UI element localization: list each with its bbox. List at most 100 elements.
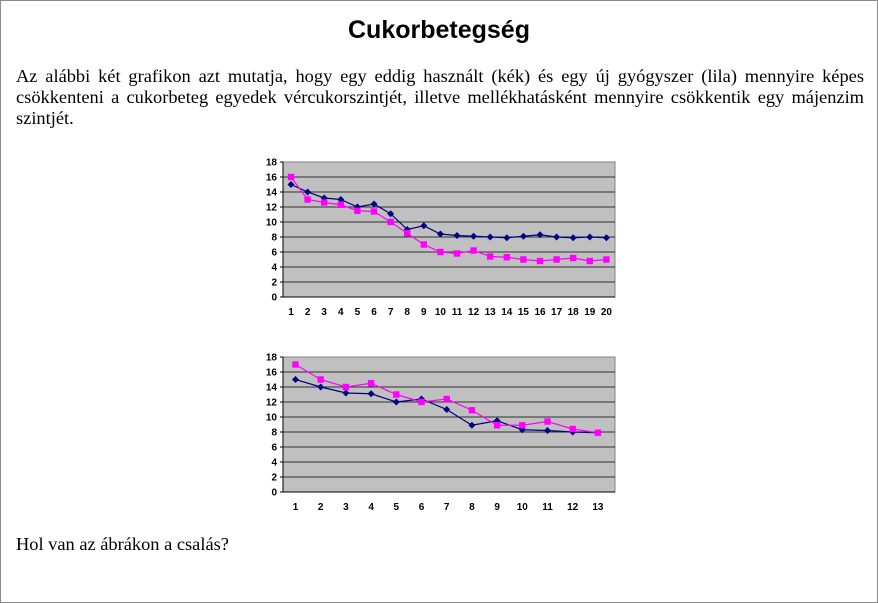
series-2-point [404,230,411,237]
y-tick-label: 14 [266,383,278,394]
series-2-point [569,425,576,433]
series-1-point [370,200,378,208]
y-tick-label: 14 [266,188,278,199]
x-tick-label: 9 [494,502,500,513]
series-2-point [468,407,476,414]
series-1-point [453,232,461,239]
x-tick-label: 7 [444,502,450,513]
x-tick-label: 17 [551,307,563,318]
series-1-point [519,232,527,240]
series-2-point [437,248,444,256]
series-1-point [292,376,299,383]
x-tick-label: 5 [394,502,400,513]
x-tick-label: 12 [567,502,579,513]
y-tick-label: 16 [266,173,278,184]
series-2-point [443,395,450,403]
series-2-point [420,241,427,248]
series-1-point [342,389,350,397]
y-tick-label: 12 [266,203,278,214]
y-tick-label: 8 [271,233,277,244]
series-2-point [570,254,577,262]
series-2-point [487,253,494,260]
x-tick-label: 5 [355,307,361,318]
y-tick-label: 2 [271,473,277,484]
series-1-point [553,233,561,241]
series-1-point [586,233,594,241]
x-tick-label: 10 [517,502,529,513]
y-tick-label: 18 [266,353,278,364]
x-tick-label: 11 [452,307,463,318]
y-tick-label: 10 [266,413,278,424]
series-2-point [367,380,375,387]
x-tick-label: 9 [421,307,427,318]
series-1-point [287,181,295,188]
series-2-point [603,256,610,263]
series-2-point [292,361,299,368]
plot-area [282,356,616,493]
series-1-point [468,421,476,429]
x-tick-label: 11 [542,502,553,513]
x-tick-label: 6 [371,307,377,318]
series-2-point [354,207,361,214]
series-2-point [536,257,544,265]
y-tick-label: 0 [271,293,277,304]
x-tick-label: 4 [338,307,344,318]
y-tick-label: 4 [271,458,277,469]
series-2-point [387,218,394,226]
series-1-point [387,210,395,218]
x-tick-label: 8 [469,502,475,513]
series-1-point [544,427,551,434]
x-tick-label: 7 [388,307,394,318]
series-2-point [544,418,551,425]
question-text: Hol van az ábrákon a csalás? [16,534,229,554]
series-2-point [317,376,324,383]
x-tick-label: 16 [534,307,546,318]
series-2-point [553,256,560,263]
page-title: Cukorbetegség [348,16,530,44]
series-2-point [342,383,350,391]
intro-paragraph: Az alábbi két grafikon azt mutatja, hogy… [16,66,864,128]
series-1-point [420,222,428,230]
series-2-point [418,398,425,406]
y-tick-label: 4 [271,263,277,274]
y-tick-label: 18 [266,158,278,169]
series-2-point [321,199,328,206]
y-tick-label: 0 [271,488,277,499]
series-1-point [569,234,577,242]
x-tick-label: 13 [592,502,604,513]
series-1-point [367,390,375,398]
x-tick-label: 1 [293,502,299,513]
x-tick-label: 8 [404,307,410,318]
series-2-point [470,247,477,254]
series-2-point [520,256,527,263]
series-1-point [602,234,610,242]
series-1-point [317,383,325,391]
series-1-point [536,231,544,239]
series-2-point [519,422,526,429]
x-tick-label: 1 [288,307,294,318]
x-tick-label: 3 [321,307,327,318]
x-tick-label: 14 [501,307,513,318]
series-1-point [304,188,312,196]
series-1-point [392,398,400,406]
x-tick-label: 2 [305,307,311,318]
series-1-point [436,230,444,238]
x-tick-label: 6 [419,502,425,513]
y-tick-label: 6 [271,248,277,259]
series-2-point [393,391,400,398]
series-2-point [586,257,593,265]
series-2-point [503,254,510,261]
x-tick-label: 3 [343,502,349,513]
series-1-point [486,233,494,241]
y-tick-label: 16 [266,368,278,379]
series-2-point [287,173,295,181]
series-2-point [337,201,344,208]
series-1-point [470,232,478,240]
series-2-point [453,250,461,257]
plot-area [282,161,616,298]
x-tick-label: 10 [435,307,447,318]
x-tick-label: 19 [584,307,596,318]
x-tick-label: 15 [518,307,530,318]
